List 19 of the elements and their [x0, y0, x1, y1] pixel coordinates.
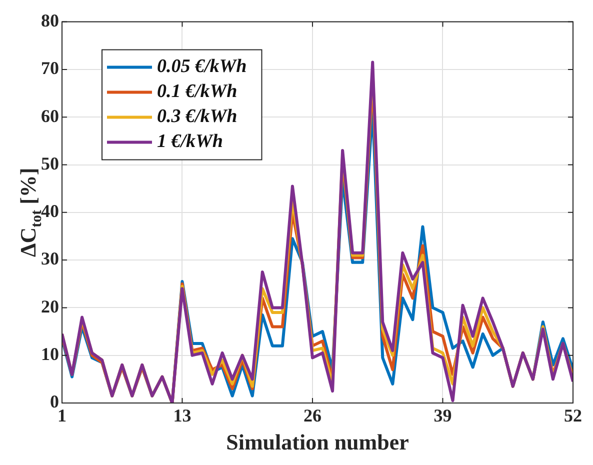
y-tick-label: 80	[41, 10, 59, 30]
legend-label: 0.1 €/kWh	[157, 81, 238, 102]
y-tick-label: 20	[41, 296, 59, 316]
y-tick-label: 0	[50, 392, 59, 412]
legend-label: 0.3 €/kWh	[157, 106, 238, 128]
legend-label: 0.05 €/kWh	[157, 56, 247, 78]
y-tick-label: 70	[41, 58, 59, 78]
y-tick-label: 30	[41, 248, 59, 269]
x-tick-label: 39	[434, 405, 452, 426]
x-tick-label: 26	[303, 405, 322, 426]
x-tick-label: 1	[58, 405, 66, 426]
legend-label: 1 €/kWh	[157, 131, 223, 152]
y-tick-label: 10	[41, 344, 59, 364]
x-axis-title: Simulation number	[226, 429, 410, 454]
y-tick-label: 60	[41, 106, 59, 126]
x-tick-label: 52	[564, 405, 582, 426]
y-tick-label: 40	[41, 201, 59, 222]
y-tick-label: 50	[41, 153, 59, 174]
x-tick-label: 13	[173, 405, 192, 426]
